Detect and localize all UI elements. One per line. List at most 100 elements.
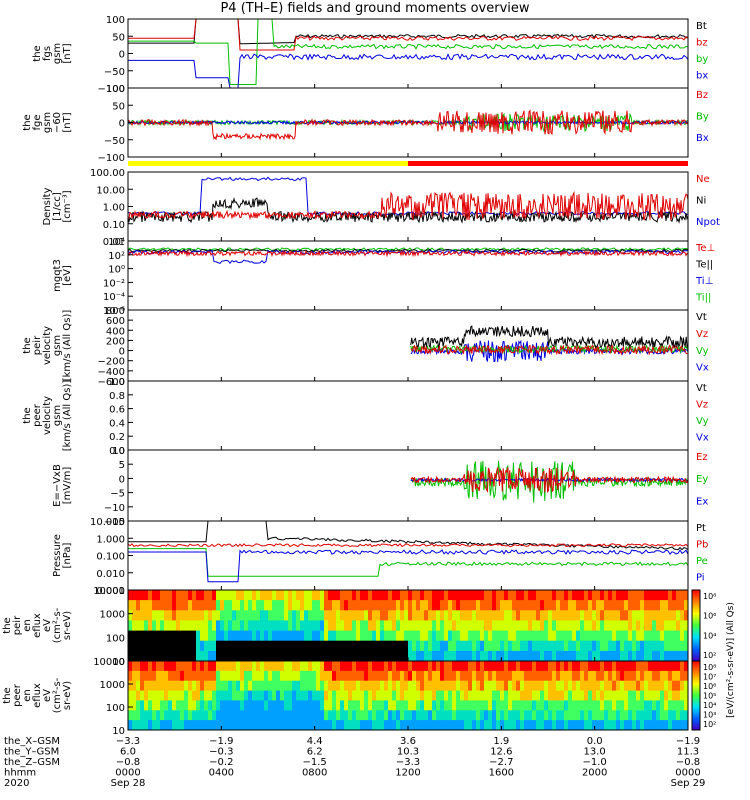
colorbar-tick-1: 10⁷	[703, 673, 716, 682]
ylabel-peir_spec: eflux	[32, 613, 43, 638]
footer-value-1-6: 11.3	[677, 747, 699, 758]
ylabel-peir_spec: en	[22, 619, 33, 632]
ylabel-peer_spec: eV	[42, 689, 53, 702]
pressure-pt-line	[128, 520, 689, 551]
ytick-label-density: 10.00	[96, 185, 125, 196]
ytick-label-pressure: 0.010	[96, 569, 125, 580]
ylabel-fgs: [nT]	[62, 43, 73, 63]
ytick-label-pressure: 1.000	[96, 534, 125, 545]
ytick-label-peirv: −400	[98, 367, 125, 378]
legend-temp-Te⊥: Te⊥	[695, 243, 715, 254]
legend-peirv-Vx: Vx	[696, 363, 709, 374]
ytick-label-peer_spec: 100	[106, 703, 125, 714]
ylabel-peerv: [km/s (All Qs)]	[62, 380, 73, 452]
ylabel-pressure: Pressure	[52, 534, 63, 577]
footer-value-1-1: −0.3	[209, 747, 233, 758]
legend-density-Ni: Ni	[696, 196, 706, 207]
peer-spectrogram	[128, 661, 689, 731]
ylabel-peer_spec: peer	[12, 683, 23, 707]
ylabel-fge: gsm	[42, 112, 53, 133]
footer-value-0-2: 4.4	[307, 736, 323, 747]
footer-value-1-3: 10.3	[397, 747, 419, 758]
colorbar-0	[691, 589, 701, 662]
ylabel-fge: [nT]	[62, 112, 73, 132]
status-bar-red	[408, 161, 688, 166]
footer-label-0: the_X–GSM	[4, 736, 60, 747]
ylabel-density: Density	[42, 187, 53, 225]
ytick-label-fgs: 100	[106, 15, 125, 26]
footer-value-2-4: −2.7	[489, 757, 513, 768]
status-bar-yellow	[128, 161, 408, 166]
ylabel-fge: fge	[32, 114, 43, 130]
legend-peerv-Vy: Vy	[696, 416, 709, 427]
efield-ey-line	[410, 460, 689, 503]
ylabel-peirv: [km/s (All Qs)]	[62, 310, 73, 382]
pressure-pe-line	[128, 548, 689, 577]
footer-value-0-4: 1.9	[493, 736, 509, 747]
ytick-label-fge: 50	[112, 101, 125, 112]
ytick-label-fgs: −100	[98, 84, 125, 95]
density-ne-line	[127, 191, 689, 221]
footer-value-0-3: 3.6	[400, 736, 416, 747]
footer-value-3-5: 2000	[582, 768, 607, 779]
footer-value-4-6: Sep 29	[671, 778, 706, 789]
ytick-label-peer_spec: 10000	[93, 657, 125, 668]
peir-vt-line	[410, 325, 689, 349]
footer-label-4: 2020	[4, 778, 29, 789]
ylabel-peer_spec: the	[2, 687, 13, 703]
ytick-label-pressure: 0.100	[96, 552, 125, 563]
legend-efield-Ey: Ey	[696, 474, 708, 485]
panel-frame-efield	[127, 449, 689, 522]
temp-tell-line	[127, 248, 689, 253]
fgs-by-line	[128, 18, 689, 85]
footer-value-3-1: 0400	[209, 768, 234, 779]
footer-value-0-5: 0.0	[587, 736, 603, 747]
footer-label-3: hhmm	[4, 768, 36, 779]
legend-pressure-Pe: Pe	[696, 556, 708, 567]
ytick-label-fgs: 50	[112, 32, 125, 43]
footer-value-3-6: 0000	[675, 768, 700, 779]
ytick-label-fge: 0	[119, 119, 125, 130]
ylabel-peerv: the	[22, 407, 33, 423]
ytick-label-fge: −50	[104, 136, 125, 147]
footer-label-2: the_Z–GSM	[4, 757, 60, 768]
pressure-pi-line	[128, 549, 689, 583]
ytick-label-efield: −15	[104, 517, 125, 528]
colorbar-1	[691, 660, 701, 731]
colorbar-tick-1: 10⁸	[703, 663, 716, 672]
legend-peirv-Vz: Vz	[696, 329, 708, 340]
peir-vz-line	[410, 343, 689, 356]
footer-value-3-2: 0800	[302, 768, 327, 779]
ytick-label-peerv: 0.6	[109, 405, 125, 416]
ytick-label-density: 100.00	[90, 168, 125, 179]
ytick-label-efield: 10	[112, 446, 125, 457]
footer-label-1: the_Y–GSM	[4, 747, 59, 758]
legend-efield-Ex: Ex	[696, 496, 708, 507]
legend-peerv-Vz: Vz	[696, 399, 708, 410]
panel-frame-peerv	[127, 380, 689, 451]
peir-spectrogram	[128, 590, 689, 662]
legend-pressure-Pb: Pb	[696, 539, 708, 550]
footer-value-3-3: 1200	[395, 768, 420, 779]
footer-value-0-0: −3.3	[116, 736, 140, 747]
ytick-label-efield: 0	[119, 474, 125, 485]
ytick-label-density: 1.00	[103, 203, 125, 214]
ytick-label-temp: 10⁻⁶	[103, 306, 125, 317]
ytick-label-peir_spec: 100	[106, 633, 125, 644]
colorbar-tick-1: 10⁴	[703, 701, 716, 710]
ylabel-peirv: velocity	[42, 326, 53, 365]
footer-value-0-1: −1.9	[209, 736, 233, 747]
panel-frame-pressure	[127, 520, 689, 591]
footer-value-2-2: −1.5	[303, 757, 327, 768]
pressure-pb-line	[127, 543, 689, 548]
footer-value-2-5: −1.0	[583, 757, 607, 768]
colorbar-tick-0: 10⁶	[703, 612, 716, 621]
ylabel-density: [1/cc]	[52, 192, 63, 221]
ytick-label-peer_spec: 1000	[100, 680, 125, 691]
ytick-label-temp: 10⁴	[108, 237, 125, 248]
ytick-label-efield: −10	[104, 503, 125, 514]
colorbar-label: [eV/(cm²-s-sr-eV)] (All Qs)	[726, 602, 736, 718]
ytick-label-peer_spec: 10	[112, 726, 125, 737]
ylabel-peir_spec: peir	[12, 615, 23, 635]
ylabel-efield: E=−VxB	[52, 464, 63, 507]
